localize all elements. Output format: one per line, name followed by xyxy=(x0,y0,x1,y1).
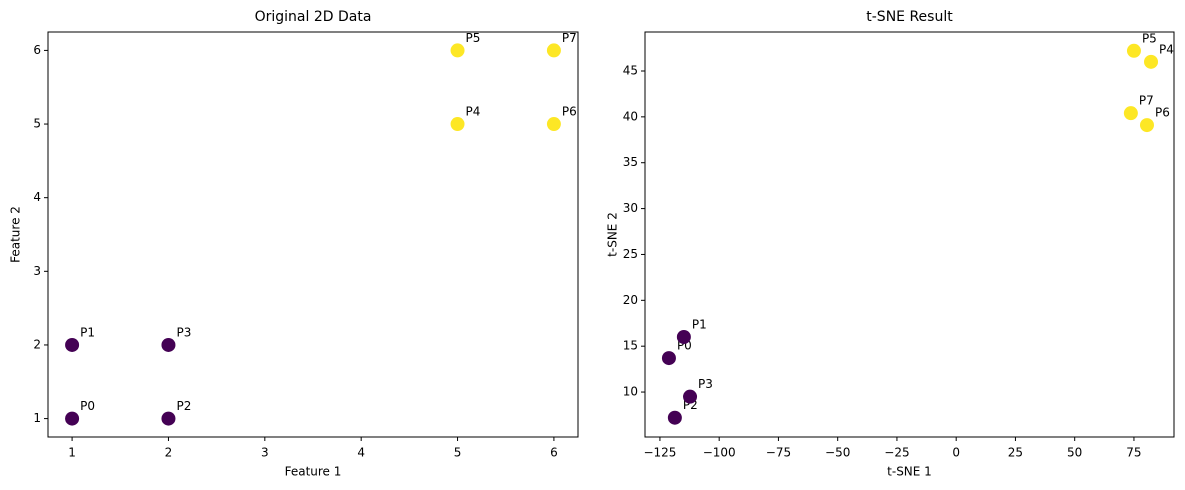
x-tick-label: 6 xyxy=(550,446,558,460)
point xyxy=(683,389,698,404)
point xyxy=(161,411,176,426)
x-tick-label: 3 xyxy=(261,446,269,460)
y-tick-label: 6 xyxy=(33,43,41,57)
y-tick-label: 35 xyxy=(623,155,638,169)
point xyxy=(65,337,80,352)
plot-frame xyxy=(644,31,1175,438)
point-label: P0 xyxy=(80,399,95,413)
x-tick-label: 75 xyxy=(1126,446,1141,460)
point xyxy=(450,117,465,132)
y-tick-label: 1 xyxy=(33,411,41,425)
y-tick-label: 25 xyxy=(623,247,638,261)
x-tick-label: −100 xyxy=(703,446,736,460)
y-tick-label: 15 xyxy=(623,339,638,353)
x-tick-label: 50 xyxy=(1067,446,1082,460)
point xyxy=(450,43,465,58)
x-tick-label: 4 xyxy=(357,446,365,460)
point-label: P1 xyxy=(80,325,95,339)
x-axis-label: t-SNE 1 xyxy=(887,465,932,479)
point-label: P5 xyxy=(1142,31,1157,45)
y-tick-label: 45 xyxy=(623,63,638,77)
point-label: P6 xyxy=(562,105,577,119)
x-tick-label: −50 xyxy=(825,446,850,460)
x-tick-label: 0 xyxy=(952,446,960,460)
x-tick-label: −25 xyxy=(884,446,909,460)
x-tick-label: 25 xyxy=(1008,446,1023,460)
x-axis-label: Feature 1 xyxy=(285,465,342,479)
point xyxy=(661,351,676,366)
point xyxy=(161,337,176,352)
point-label: P4 xyxy=(1159,42,1174,56)
point-label: P3 xyxy=(176,325,191,339)
y-tick-label: 40 xyxy=(623,109,638,123)
point-label: P5 xyxy=(466,31,481,45)
point xyxy=(546,43,561,58)
y-tick-label: 2 xyxy=(33,337,41,351)
chart-title: Original 2D Data xyxy=(255,9,372,25)
plot-frame xyxy=(47,31,579,438)
point-label: P6 xyxy=(1155,106,1170,120)
x-tick-label: −125 xyxy=(643,446,676,460)
point xyxy=(667,410,682,425)
x-tick-label: 2 xyxy=(165,446,173,460)
y-tick-label: 4 xyxy=(33,190,41,204)
point-label: P7 xyxy=(562,31,577,45)
x-tick-label: 5 xyxy=(454,446,462,460)
point xyxy=(1126,43,1141,58)
point-label: P1 xyxy=(692,318,707,332)
y-tick-label: 30 xyxy=(623,201,638,215)
point-label: P2 xyxy=(176,399,191,413)
y-axis-label: Feature 2 xyxy=(9,206,23,263)
point-label: P7 xyxy=(1139,94,1154,108)
y-tick-label: 20 xyxy=(623,293,638,307)
chart-title: t-SNE Result xyxy=(866,9,953,25)
y-tick-label: 3 xyxy=(33,264,41,278)
point xyxy=(1139,118,1154,133)
point xyxy=(1123,106,1138,121)
point xyxy=(546,117,561,132)
point-label: P4 xyxy=(466,105,481,119)
point xyxy=(1144,54,1159,69)
point xyxy=(676,330,691,345)
y-axis-label: t-SNE 2 xyxy=(606,212,620,257)
x-tick-label: −75 xyxy=(766,446,791,460)
y-tick-label: 10 xyxy=(623,385,638,399)
point xyxy=(65,411,80,426)
y-tick-label: 5 xyxy=(33,117,41,131)
point-label: P3 xyxy=(698,377,713,391)
x-tick-label: 1 xyxy=(68,446,76,460)
